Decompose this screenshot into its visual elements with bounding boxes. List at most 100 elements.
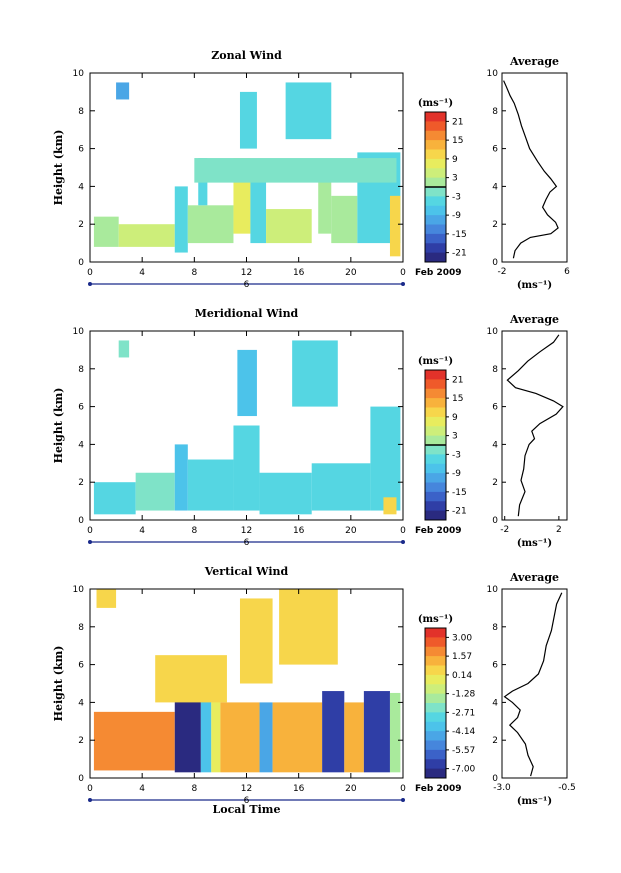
heatmap-cell: [174, 186, 188, 253]
panel-title: Meridional Wind: [195, 307, 299, 320]
heatmap-cell: [233, 425, 260, 511]
average-x-label: (ms⁻¹): [517, 796, 552, 807]
heatmap-cell: [363, 691, 390, 773]
colorbar-swatch: [425, 388, 446, 399]
colorbar-swatch: [425, 656, 446, 666]
x-tick-label: 16: [293, 268, 305, 278]
y-tick-label: 2: [78, 478, 84, 488]
heatmap-cell: [96, 589, 117, 608]
x-tick-label: 12: [241, 784, 252, 794]
colorbar-swatch: [425, 252, 446, 263]
panel-title: Zonal Wind: [211, 49, 282, 62]
colorbar-swatch: [425, 168, 446, 179]
heatmap-cell: [383, 497, 397, 515]
colorbar-tick-label: -1.28: [452, 690, 476, 700]
x-tick-label: 4: [139, 784, 145, 794]
heatmap-cell: [266, 209, 312, 244]
x-tick-label: 4: [139, 526, 145, 536]
x-tick-label: 0: [400, 268, 406, 278]
colorbar-frame: [424, 627, 447, 779]
heatmap-cell: [187, 205, 234, 244]
average-frame: [501, 588, 568, 779]
colorbar-tick-label: -3: [452, 450, 461, 460]
x-tick-label: 0: [87, 784, 93, 794]
colorbar-swatch: [425, 187, 446, 197]
colorbar-swatch: [425, 398, 446, 408]
heatmap-cell: [135, 472, 175, 511]
y-axis-label: Height (km): [52, 646, 65, 722]
heatmap-cell: [370, 406, 401, 511]
average-x-tick-label: -2: [500, 525, 509, 535]
colorbar-tick-label: 1.57: [452, 652, 472, 662]
heatmap-cell: [93, 216, 119, 247]
heatmap-cell: [174, 444, 188, 511]
average-y-tick-label: 2: [492, 736, 498, 746]
x-tick-label: 0: [87, 526, 93, 536]
heatmap-cell: [220, 702, 260, 773]
colorbar-swatch: [425, 501, 446, 512]
heatmap-cell: [279, 589, 338, 665]
average-y-tick-label: 8: [492, 365, 498, 375]
heatmap-cell: [389, 692, 401, 773]
average-y-tick-label: 6: [492, 145, 498, 155]
y-tick-label: 8: [78, 365, 84, 375]
average-x-tick-label: 6: [564, 267, 570, 277]
heatmap-cell: [93, 482, 136, 515]
y-tick-label: 4: [78, 698, 84, 708]
average-y-tick-label: 4: [492, 182, 498, 192]
colorbar-swatch: [425, 665, 446, 676]
heatmap-cell: [259, 702, 273, 773]
average-y-tick-label: 6: [492, 661, 498, 671]
heatmap-cell: [272, 702, 323, 773]
colorbar-swatch: [425, 426, 446, 437]
colorbar-swatch: [425, 491, 446, 502]
colorbar-tick-label: -15: [452, 230, 467, 240]
x-axis-label: Local Time: [213, 803, 281, 816]
average-frame: [501, 330, 568, 521]
y-axis-label: Height (km): [52, 388, 65, 464]
average-x-label: (ms⁻¹): [517, 280, 552, 291]
colorbar-tick-label: -7.00: [452, 765, 476, 775]
colorbar-swatch: [425, 407, 446, 418]
average-profile-line: [503, 592, 563, 777]
colorbar-tick-label: -3: [452, 192, 461, 202]
colorbar-tick-label: 15: [452, 136, 463, 146]
x-tick-label: 8: [191, 784, 197, 794]
colorbar-swatch: [425, 140, 446, 150]
average-y-tick-label: 2: [492, 220, 498, 230]
x-tick-label: 20: [345, 268, 357, 278]
colorbar-swatch: [425, 721, 446, 732]
x-tick-label: 0: [400, 784, 406, 794]
colorbar-unit: (ms⁻¹): [418, 98, 453, 109]
y-tick-label: 8: [78, 107, 84, 117]
date-line-end: [401, 282, 405, 286]
colorbar-swatch: [425, 693, 446, 704]
colorbar-unit: (ms⁻¹): [418, 614, 453, 625]
y-tick-label: 2: [78, 736, 84, 746]
average-y-tick-label: 0: [492, 774, 498, 784]
date-line-end: [88, 282, 92, 286]
colorbar-tick-label: 9: [452, 413, 458, 423]
colorbar-tick-label: 15: [452, 394, 463, 404]
x-tick-label: 20: [345, 784, 357, 794]
colorbar-tick-label: 9: [452, 155, 458, 165]
average-frame: [501, 72, 568, 263]
x-tick-label: 0: [400, 526, 406, 536]
heatmap-cell: [237, 349, 257, 417]
y-axis-label: Height (km): [52, 130, 65, 206]
colorbar-tick-label: 3: [452, 174, 458, 184]
average-y-tick-label: 4: [492, 698, 498, 708]
panel-title: Vertical Wind: [204, 565, 289, 578]
colorbar-swatch: [425, 703, 446, 713]
colorbar-tick-label: -21: [452, 249, 467, 259]
heatmap-cell: [239, 598, 273, 684]
colorbar-tick-label: -5.57: [452, 746, 475, 756]
average-profile-line: [506, 334, 564, 517]
heatmap-cell: [322, 691, 345, 773]
average-x-tick-label: -3.0: [493, 783, 511, 793]
date-mark: 6: [244, 796, 250, 806]
heatmap-cell: [250, 167, 267, 244]
colorbar-swatch: [425, 158, 446, 169]
